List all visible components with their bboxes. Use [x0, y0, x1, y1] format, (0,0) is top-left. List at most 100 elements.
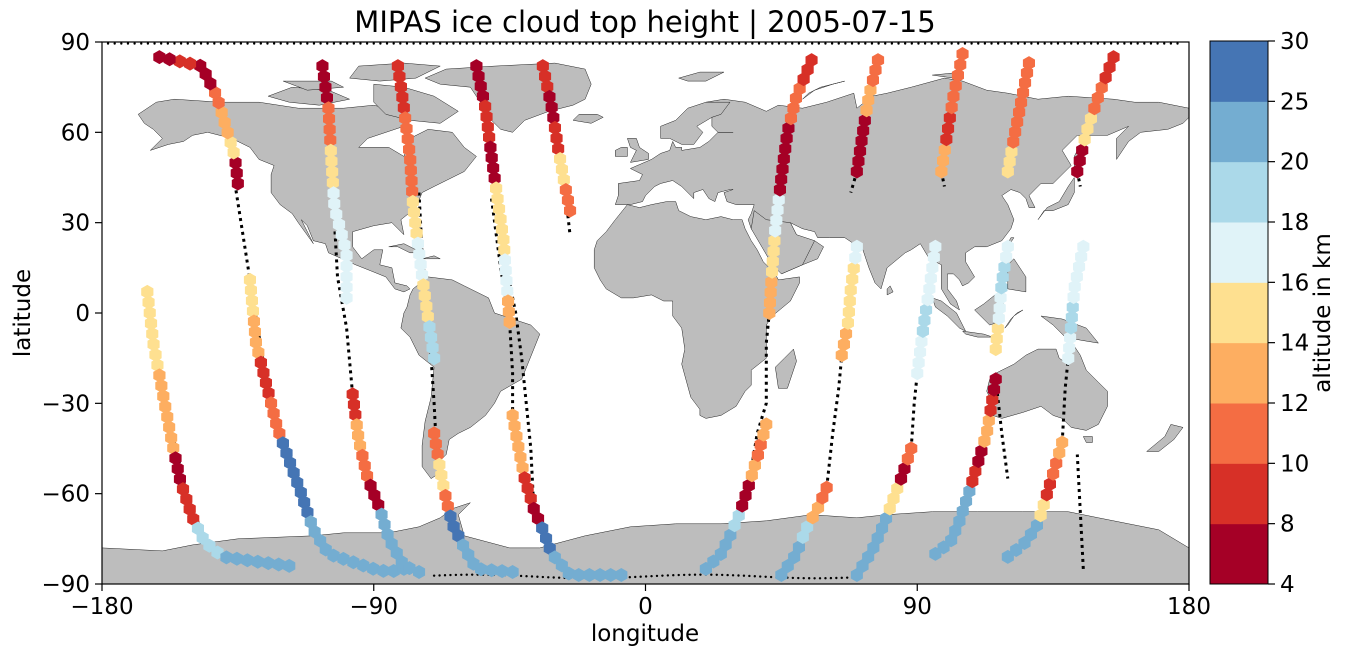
cloud-top-point	[319, 80, 332, 95]
polar-track-dot	[624, 42, 628, 45]
cloud-top-point	[862, 93, 875, 108]
polar-track-dot	[688, 573, 691, 576]
polar-track-dot	[505, 42, 508, 45]
colorbar-ticks: 4 8 10 12 14 16 18 20 25 30	[1268, 29, 1309, 598]
cloud-top-point	[912, 355, 925, 370]
cloud-top-point	[1073, 153, 1086, 168]
polar-track-dot	[963, 42, 967, 45]
cloud-top-point	[615, 568, 628, 582]
polar-track-dot	[698, 42, 701, 45]
cloud-top-point	[340, 269, 353, 284]
polar-track-dot	[1143, 42, 1146, 45]
polar-track-dot	[233, 42, 236, 45]
cloud-top-point	[1009, 125, 1022, 139]
cloud-top-point	[494, 212, 507, 227]
cloud-top-point	[1073, 259, 1086, 274]
cloud-top-point	[781, 559, 794, 573]
cloud-top-point	[1070, 269, 1083, 284]
polar-track-dot	[710, 573, 713, 576]
cloud-top-point	[244, 283, 257, 298]
cloud-top-point	[516, 460, 529, 475]
polar-track-dot	[1076, 42, 1080, 45]
polar-track-dot	[578, 42, 581, 45]
x-axis-label: longitude	[591, 621, 699, 647]
cloud-top-point	[1071, 164, 1084, 179]
cloud-top-point	[1077, 239, 1090, 254]
polar-track-dot	[193, 42, 196, 45]
polar-track-dot	[791, 42, 794, 45]
polar-track-dot	[1083, 42, 1086, 45]
cloud-top-point	[840, 326, 853, 341]
cloud-top-point	[562, 566, 575, 581]
polar-track-dot	[1030, 42, 1033, 45]
polar-track-dot	[465, 573, 468, 576]
cloud-top-point	[401, 132, 414, 146]
y-tick-label: 60	[61, 120, 90, 146]
cloud-top-point	[326, 164, 339, 179]
polar-track-dot	[672, 574, 675, 577]
polar-track-dot	[292, 42, 296, 45]
cloud-top-point	[220, 550, 233, 565]
polar-track-dot	[682, 573, 686, 577]
cloud-top-point	[536, 59, 549, 74]
cloud-top-point	[1056, 435, 1069, 450]
polar-track-dot	[140, 42, 143, 45]
cloud-top-point	[527, 501, 540, 516]
polar-track-dot	[306, 42, 309, 45]
polar-track-dot	[840, 576, 843, 580]
land-australia	[986, 345, 1108, 431]
polar-track-dot	[166, 42, 170, 45]
polar-track-dot	[538, 42, 542, 45]
polar-track-dot	[990, 42, 993, 45]
polar-track-dot	[585, 42, 588, 45]
polar-track-dot	[598, 42, 601, 45]
polar-track-dot	[319, 42, 322, 45]
cloud-top-point	[1015, 95, 1028, 110]
polar-track-dot	[678, 42, 681, 45]
cloud-top-point	[572, 568, 585, 582]
cloud-top-point	[429, 436, 442, 451]
cloud-top-point	[945, 100, 958, 115]
polar-track-dot	[359, 42, 362, 45]
colorbar-segment	[1210, 41, 1268, 102]
cloud-top-point	[418, 288, 431, 303]
polar-track-dot	[1036, 42, 1040, 45]
cloud-top-point	[350, 418, 363, 433]
polar-track-dot	[937, 42, 940, 45]
polar-track-dot	[731, 574, 735, 577]
polar-track-dot	[837, 42, 840, 45]
polar-track-dot	[419, 42, 422, 45]
cloud-top-point	[420, 299, 433, 314]
cloud-top-point	[316, 59, 329, 74]
polar-track-dot	[835, 576, 838, 580]
cloud-top-point	[495, 222, 508, 237]
cloud-top-point	[437, 478, 450, 493]
polar-track-dot	[106, 42, 110, 45]
polar-track-dot	[470, 573, 474, 576]
cloud-top-point	[508, 418, 521, 433]
colorbar-tick-label: 30	[1280, 29, 1309, 55]
cloud-top-point	[337, 551, 350, 566]
polar-track-dot	[807, 577, 811, 580]
cloud-top-point	[561, 193, 574, 208]
polar-track-dot	[1149, 42, 1153, 45]
cloud-top-point	[1091, 90, 1104, 105]
cloud-top-point	[1064, 330, 1077, 345]
cloud-top-point	[905, 441, 918, 456]
cloud-top-point	[767, 244, 780, 259]
cloud-top-point	[763, 295, 776, 310]
cloud-top-point	[918, 313, 931, 328]
cloud-top-point	[860, 103, 873, 118]
polar-track-dot	[903, 42, 907, 45]
cloud-top-point	[340, 290, 353, 305]
polar-track-dot	[206, 42, 209, 45]
polar-track-dot	[1156, 42, 1159, 45]
polar-track-dot	[1089, 42, 1093, 45]
polar-track-dot	[153, 42, 156, 45]
polar-track-dot	[226, 42, 229, 45]
cloud-top-point	[995, 280, 1008, 295]
cloud-top-point	[183, 56, 197, 71]
polar-track-dot	[1169, 42, 1173, 45]
polar-track-dot	[449, 573, 452, 577]
